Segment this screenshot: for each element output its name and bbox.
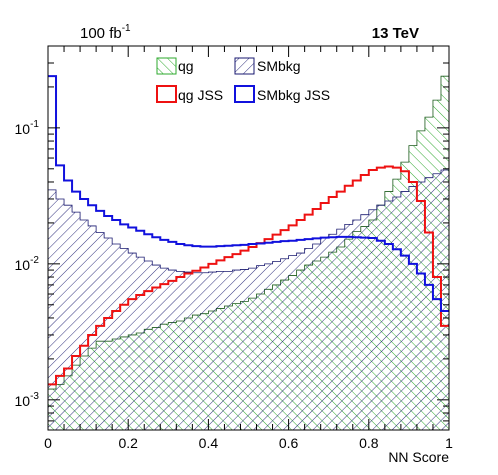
plot-frame <box>47 45 450 431</box>
y-tick-label: 10-2 <box>15 255 40 273</box>
x-tick-label: 0.4 <box>199 435 219 451</box>
series-smbkg-jss-line <box>48 75 449 313</box>
luminosity-value: 100 fb <box>80 25 122 42</box>
series-smbkg-outline <box>48 169 449 274</box>
x-tick-label: 0.8 <box>359 435 379 451</box>
legend-swatch-qg-jss <box>156 85 177 103</box>
x-tick-label: 1 <box>445 435 453 451</box>
x-tick-label: 0.6 <box>279 435 299 451</box>
legend-label-smbkg: SMbkg <box>257 58 301 74</box>
y-tick-label: 10-3 <box>15 391 40 409</box>
legend-entry-qg-jss: qg JSS <box>156 85 223 103</box>
legend-swatch-smbkg-jss <box>234 85 255 103</box>
legend-label-qg-jss: qg JSS <box>178 87 223 103</box>
y-tick-label: 10-1 <box>15 119 40 137</box>
luminosity-label: 100 fb-1 <box>80 23 131 42</box>
legend-entry-smbkg: SMbkg <box>234 57 301 75</box>
x-tick-label: 0.2 <box>118 435 138 451</box>
legend-swatch-smbkg <box>234 57 255 75</box>
legend-entry-qg: qg <box>156 57 194 75</box>
x-tick-label: 0 <box>44 435 52 451</box>
legend-entry-smbkg-jss: SMbkg JSS <box>234 85 330 103</box>
legend-label-smbkg-jss: SMbkg JSS <box>257 87 330 103</box>
legend-label-qg: qg <box>178 58 194 74</box>
luminosity-exponent: -1 <box>122 23 131 34</box>
legend: qg SMbkg qg JSS SMbkg JSS <box>156 57 330 103</box>
energy-label: 13 TeV <box>372 25 419 42</box>
axis-layer: 0 0.2 0.4 0.6 0.8 1 10-3 10-2 10-1 <box>15 45 453 451</box>
x-axis-label: NN Score <box>388 449 449 465</box>
series-qg-jss-line <box>48 165 449 386</box>
histogram-layer <box>48 75 449 430</box>
legend-swatch-qg <box>156 57 177 75</box>
series-smbkg-fill <box>48 169 449 430</box>
